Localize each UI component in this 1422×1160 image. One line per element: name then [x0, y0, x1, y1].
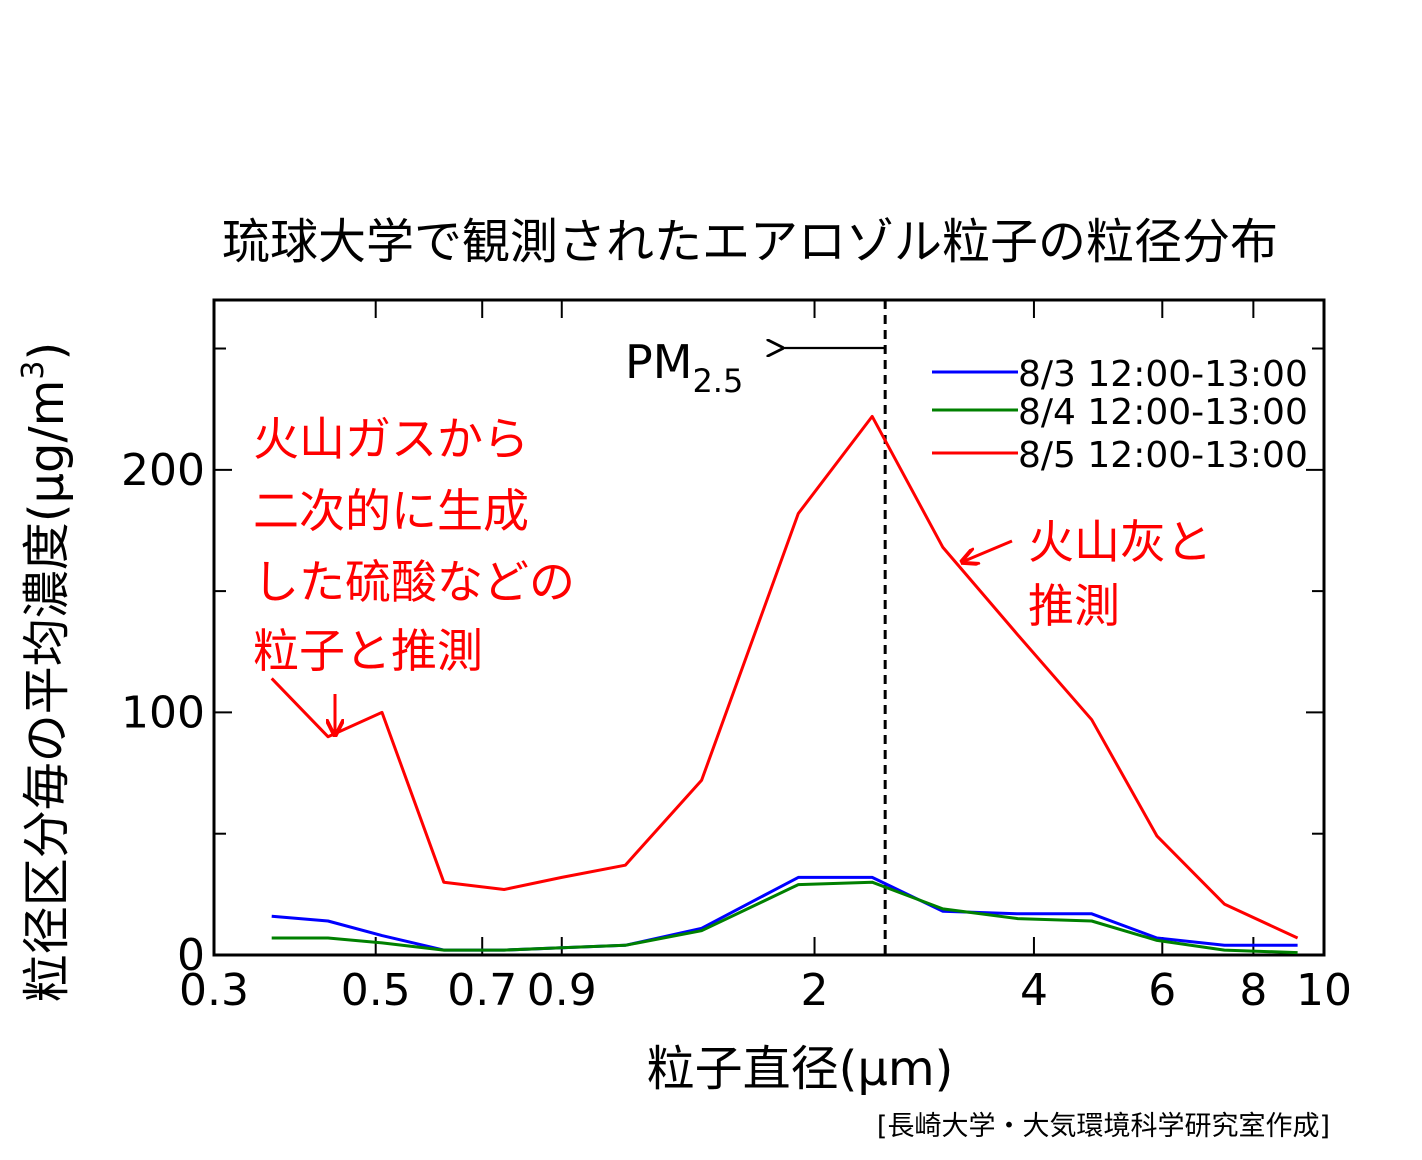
x-tick-label-6: 6: [1148, 965, 1176, 1016]
legend: 8/3 12:00-13:00 8/4 12:00-13:00 8/5 12:0…: [932, 354, 1308, 476]
chart-title: 琉球大学で観測されたエアロゾル粒子の粒径分布: [222, 214, 1278, 270]
y-axis-label-sup: 3: [16, 360, 51, 379]
x-tick-label-8: 10: [1296, 965, 1352, 1016]
series-lines: [270, 414, 1299, 955]
legend-label-2: 8/5 12:00-13:00: [1018, 435, 1308, 476]
legend-label-1: 8/4 12:00-13:00: [1018, 392, 1308, 433]
y-axis-label-close: ): [19, 342, 75, 361]
x-tick-label-0: 0.3: [179, 965, 249, 1016]
source-note: [長崎大学・大気環境科学研究室作成]: [877, 1111, 1330, 1142]
x-tick-label-1: 0.5: [341, 965, 411, 1016]
legend-label-0: 8/3 12:00-13:00: [1018, 354, 1308, 395]
annotation-volcanic-ash: 火山灰と 推測: [962, 515, 1212, 633]
annotation-volcanic-gas: 火山ガスから 二次的に生成 した硫酸などの 粒子と推測: [253, 412, 575, 735]
x-tick-label-7: 8: [1239, 965, 1267, 1016]
annotation-gas-line-2: 二次的に生成: [253, 484, 529, 538]
x-tick-label-2: 0.7: [447, 965, 517, 1016]
y-tick-label-0: 0: [177, 930, 205, 981]
y-tick-label-2: 200: [121, 445, 205, 496]
y-axis-label-main: 粒径区分毎の平均濃度(μg/m: [19, 380, 75, 1003]
series-line-0: [271, 875, 1298, 952]
x-tick-labels: 0.3 0.5 0.7 0.9 2 4 6 8 10: [179, 965, 1352, 1016]
x-tick-label-3: 0.9: [527, 965, 597, 1016]
y-axis-label: 粒径区分毎の平均濃度(μg/m3): [16, 342, 75, 1003]
pm25-label-sub: 2.5: [692, 362, 743, 400]
axis-ticks: [213, 300, 1325, 956]
annotation-gas-line-3: した硫酸などの: [253, 555, 575, 609]
annotation-gas-line-4: 粒子と推測: [253, 624, 483, 678]
annotation-gas-line-1: 火山ガスから: [253, 412, 529, 466]
pm25-label-main: PM: [625, 335, 692, 389]
series-line-2: [270, 414, 1299, 940]
series-line-1: [271, 880, 1298, 955]
x-tick-label-5: 4: [1020, 965, 1048, 1016]
pm25-label: PM2.5: [625, 335, 743, 400]
x-axis-label: 粒子直径(μm): [647, 1041, 954, 1097]
y-tick-label-1: 100: [121, 687, 205, 738]
x-tick-label-4: 2: [801, 965, 829, 1016]
plot-frame: [212, 298, 1326, 957]
annotation-ash-line-2: 推測: [1028, 579, 1120, 633]
annotation-ash-arrow: [962, 539, 1013, 562]
annotation-ash-line-1: 火山灰と: [1028, 515, 1212, 569]
y-tick-labels: 0 100 200: [121, 445, 205, 981]
